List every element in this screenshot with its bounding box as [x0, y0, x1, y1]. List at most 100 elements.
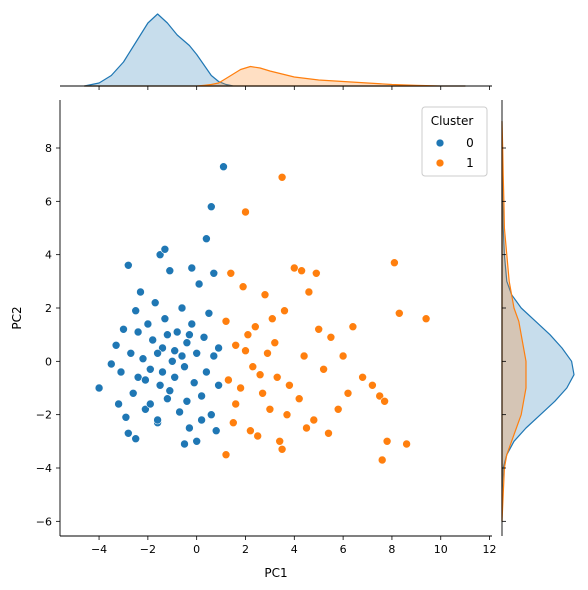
y-axis-ticks: −6 −4 −2 0 2 4 6 8 — [36, 142, 506, 528]
y-tick-label: 6 — [45, 195, 52, 208]
scatter-point-cluster-1 — [258, 388, 267, 398]
scatter-point-cluster-1 — [221, 316, 231, 326]
scatter-point-cluster-0 — [94, 383, 104, 393]
scatter-point-cluster-1 — [265, 404, 275, 414]
scatter-point-cluster-0 — [175, 407, 184, 417]
scatter-point-cluster-1 — [248, 362, 258, 372]
scatter-point-cluster-0 — [187, 263, 197, 273]
x-tick-label: 0 — [193, 543, 200, 556]
scatter-point-cluster-0 — [124, 260, 133, 270]
scatter-point-cluster-0 — [180, 362, 189, 372]
scatter-point-cluster-1 — [277, 444, 287, 454]
x-tick-label: −2 — [140, 543, 156, 556]
top-marginal-kde — [83, 13, 466, 87]
scatter-point-cluster-0 — [177, 303, 187, 313]
right-kde-cluster-1 — [501, 120, 527, 522]
x-tick-label: 2 — [242, 543, 249, 556]
legend-title: Cluster — [431, 114, 474, 128]
y-tick-label: 4 — [45, 249, 52, 262]
scatter-point-cluster-1 — [297, 266, 306, 276]
scatter-point-cluster-1 — [263, 348, 272, 358]
scatter-point-cluster-1 — [226, 268, 236, 278]
scatter-point-cluster-1 — [238, 282, 248, 292]
scatter-point-cluster-1 — [272, 372, 282, 382]
scatter-point-cluster-0 — [163, 330, 172, 340]
scatter-point-cluster-1 — [243, 330, 253, 340]
scatter-point-cluster-1 — [402, 439, 411, 449]
scatter-point-cluster-0 — [141, 404, 150, 414]
scatter-point-cluster-1 — [304, 287, 314, 297]
legend-box — [421, 106, 488, 177]
scatter-point-cluster-0 — [207, 202, 216, 211]
scatter-point-cluster-0 — [163, 394, 172, 404]
scatter-point-cluster-0 — [170, 372, 179, 382]
scatter-point-cluster-1 — [333, 404, 343, 414]
scatter-point-cluster-0 — [131, 434, 140, 444]
scatter-point-cluster-0 — [209, 351, 219, 361]
y-tick-label: 2 — [45, 302, 52, 315]
x-tick-label: −4 — [91, 543, 107, 556]
scatter-point-cluster-0 — [133, 372, 143, 382]
scatter-point-cluster-1 — [324, 428, 333, 438]
scatter-point-cluster-0 — [146, 364, 155, 374]
scatter-point-cluster-0 — [141, 375, 150, 385]
scatter-point-cluster-1 — [246, 426, 255, 436]
right-marginal-kde — [501, 120, 575, 522]
scatter-point-cluster-0 — [172, 327, 182, 337]
scatter-point-cluster-1 — [326, 332, 336, 342]
x-tick-label: 6 — [340, 543, 347, 556]
scatter-point-cluster-1 — [380, 396, 389, 406]
legend-label-1: 1 — [466, 156, 474, 170]
scatter-point-cluster-0 — [214, 380, 223, 390]
scatter-point-cluster-0 — [192, 348, 201, 358]
scatter-point-cluster-1 — [309, 415, 319, 425]
scatter-point-cluster-1 — [394, 308, 404, 318]
scatter-point-cluster-1 — [231, 399, 240, 409]
y-axis-label: PC2 — [10, 306, 24, 329]
scatter-point-cluster-1 — [338, 351, 348, 361]
scatter-point-cluster-1 — [314, 324, 324, 334]
scatter-point-cluster-0 — [202, 234, 211, 243]
scatter-point-cluster-0 — [211, 426, 221, 436]
scatter-point-cluster-0 — [214, 343, 223, 353]
scatter-point-cluster-0 — [194, 279, 204, 289]
scatter-point-cluster-0 — [124, 428, 133, 438]
scatter-point-cluster-0 — [189, 378, 199, 388]
y-tick-label: −4 — [36, 462, 52, 475]
scatter-point-cluster-0 — [133, 327, 143, 337]
scatter-point-cluster-1 — [267, 314, 277, 324]
scatter-point-cluster-1 — [375, 391, 385, 401]
scatter-point-cluster-1 — [311, 268, 321, 278]
scatter-point-cluster-0 — [136, 287, 145, 297]
scatter-point-cluster-1 — [236, 383, 245, 393]
scatter-point-cluster-1 — [289, 263, 299, 273]
scatter-point-cluster-0 — [180, 439, 189, 449]
scatter-point-cluster-0 — [207, 410, 216, 420]
scatter-point-cluster-1 — [270, 338, 280, 348]
scatter-point-cluster-0 — [199, 332, 209, 342]
scatter-point-cluster-1 — [255, 370, 265, 380]
right-kde-cluster-0 — [501, 120, 575, 522]
scatter-point-cluster-0 — [119, 324, 128, 334]
x-tick-label: 4 — [291, 543, 298, 556]
legend-label-0: 0 — [466, 136, 474, 150]
x-tick-label: 8 — [388, 543, 395, 556]
scatter-point-cluster-0 — [153, 415, 162, 425]
x-tick-label: 12 — [483, 543, 497, 556]
scatter-point-cluster-0 — [155, 380, 165, 390]
scatter-point-cluster-0 — [185, 423, 194, 433]
scatter-point-cluster-1 — [229, 418, 238, 428]
scatter-point-cluster-0 — [148, 335, 157, 345]
x-axis-ticks: −4 −2 0 2 4 6 8 10 12 — [91, 86, 497, 556]
scatter-point-cluster-1 — [299, 351, 309, 361]
scatter-point-cluster-0 — [165, 386, 175, 396]
y-tick-label: −2 — [36, 409, 52, 422]
scatter-point-cluster-1 — [343, 388, 353, 398]
scatter-point-cluster-0 — [131, 306, 140, 316]
scatter-point-cluster-1 — [241, 207, 250, 217]
scatter-point-cluster-1 — [241, 346, 250, 356]
scatter-point-cluster-0 — [150, 298, 160, 308]
scatter-point-cluster-1 — [294, 394, 304, 404]
scatter-point-cluster-0 — [187, 319, 197, 329]
scatter-point-cluster-0 — [146, 399, 155, 409]
